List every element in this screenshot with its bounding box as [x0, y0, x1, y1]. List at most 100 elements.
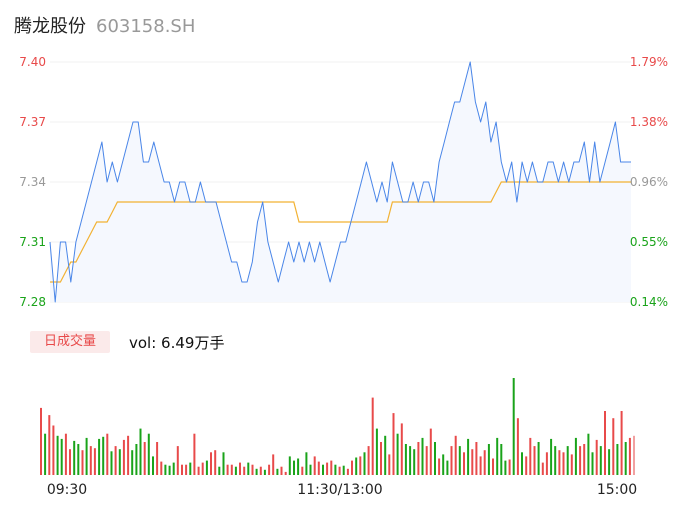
volume-bar [371, 397, 374, 475]
volume-bar [396, 433, 399, 475]
volume-bar [164, 464, 167, 475]
volume-bar [44, 433, 47, 475]
volume-bar [429, 428, 432, 475]
volume-bar [48, 415, 51, 475]
volume-bar [305, 452, 308, 475]
volume-bar [276, 468, 279, 475]
volume-bar [375, 428, 378, 475]
volume-bar [587, 433, 590, 475]
volume-bar [529, 437, 532, 475]
volume-bar [293, 460, 295, 475]
volume-bar [268, 464, 271, 475]
volume-bar [152, 456, 154, 475]
volume-bar [583, 444, 586, 475]
volume-bar [570, 454, 573, 475]
volume-bar [110, 451, 113, 475]
time-tick-label: 15:00 [597, 482, 637, 498]
volume-bar [93, 448, 96, 475]
volume-bar [309, 464, 312, 475]
volume-bar [280, 466, 283, 475]
volume-bar [516, 418, 519, 475]
volume-bar [496, 437, 499, 475]
volume-tag: 日成交量 [30, 331, 110, 353]
volume-bar [558, 450, 561, 475]
volume-bar [475, 442, 478, 475]
time-axis: 09:30 11:30/13:00 15:00 [47, 482, 637, 498]
volume-bar [554, 446, 557, 475]
volume-bar [380, 442, 382, 475]
price-fill [50, 62, 631, 302]
volume-bar [512, 378, 515, 475]
volume-bar [176, 446, 179, 475]
volume-bar [98, 438, 101, 475]
volume-bar [143, 442, 146, 475]
volume-bar [500, 444, 503, 475]
volume-bar [450, 446, 453, 475]
volume-bar [89, 446, 92, 475]
volume-bar [259, 466, 262, 475]
volume-bar [326, 462, 329, 475]
volume-bar [106, 433, 109, 475]
volume-bar [185, 464, 188, 475]
volume-bar [338, 466, 341, 475]
volume-bar [483, 450, 486, 475]
volume-bar [255, 468, 258, 475]
volume-bar [521, 452, 523, 475]
volume-bar [131, 450, 134, 475]
volume-bar [591, 452, 594, 475]
time-tick-label: 11:30/13:00 [297, 482, 382, 498]
volume-bar [388, 454, 391, 475]
volume-bar [359, 456, 362, 475]
volume-bar [263, 469, 266, 475]
volume-bar [147, 433, 150, 475]
volume-bar [139, 428, 142, 475]
volume-bar [467, 438, 470, 475]
volume-label: vol: 6.49万手 [129, 334, 225, 352]
volume-bar [317, 461, 320, 475]
price-axis-left: 7.40 7.37 7.34 7.31 7.28 [19, 55, 46, 309]
volume-bar [272, 454, 275, 475]
volume-bar [438, 458, 441, 475]
volume-bar [579, 446, 582, 475]
volume-bar [135, 444, 138, 475]
volume-bar [160, 461, 163, 475]
volume-bar [446, 460, 449, 475]
volume-bar [301, 466, 304, 475]
volume-bar [230, 464, 233, 475]
volume-bar [425, 446, 428, 475]
volume-bar [434, 442, 436, 475]
price-tick-label: 7.37 [19, 115, 46, 129]
volume-bar [193, 433, 196, 475]
volume-bar [243, 466, 246, 475]
volume-bar [566, 446, 569, 475]
volume-bar [181, 464, 183, 475]
volume-bar [214, 450, 217, 475]
volume-bar [297, 458, 300, 475]
volume-bar [409, 446, 412, 475]
volume-bar [52, 425, 55, 475]
volume-bar [56, 435, 59, 475]
volume-bar [284, 471, 287, 475]
volume-bar [127, 435, 130, 475]
volume-bar [533, 446, 536, 475]
volume-bar [40, 407, 42, 475]
volume-bar [330, 460, 333, 475]
volume-bar [550, 438, 553, 475]
volume-bar [201, 462, 204, 475]
volume-bar [77, 444, 80, 475]
volume-bar [624, 442, 627, 475]
volume-bar [458, 446, 461, 475]
volume-bar [400, 423, 403, 475]
volume-bar [288, 456, 291, 475]
volume-bar [633, 435, 635, 475]
volume-bar [205, 460, 208, 475]
volume-bar [537, 442, 540, 475]
average-price-line [50, 181, 631, 283]
volume-bar [69, 449, 71, 475]
volume-bar [541, 462, 544, 475]
volume-bar [346, 468, 349, 475]
volume-bar [85, 437, 88, 475]
price-tick-label: 7.31 [19, 235, 46, 249]
volume-bar [351, 460, 353, 475]
